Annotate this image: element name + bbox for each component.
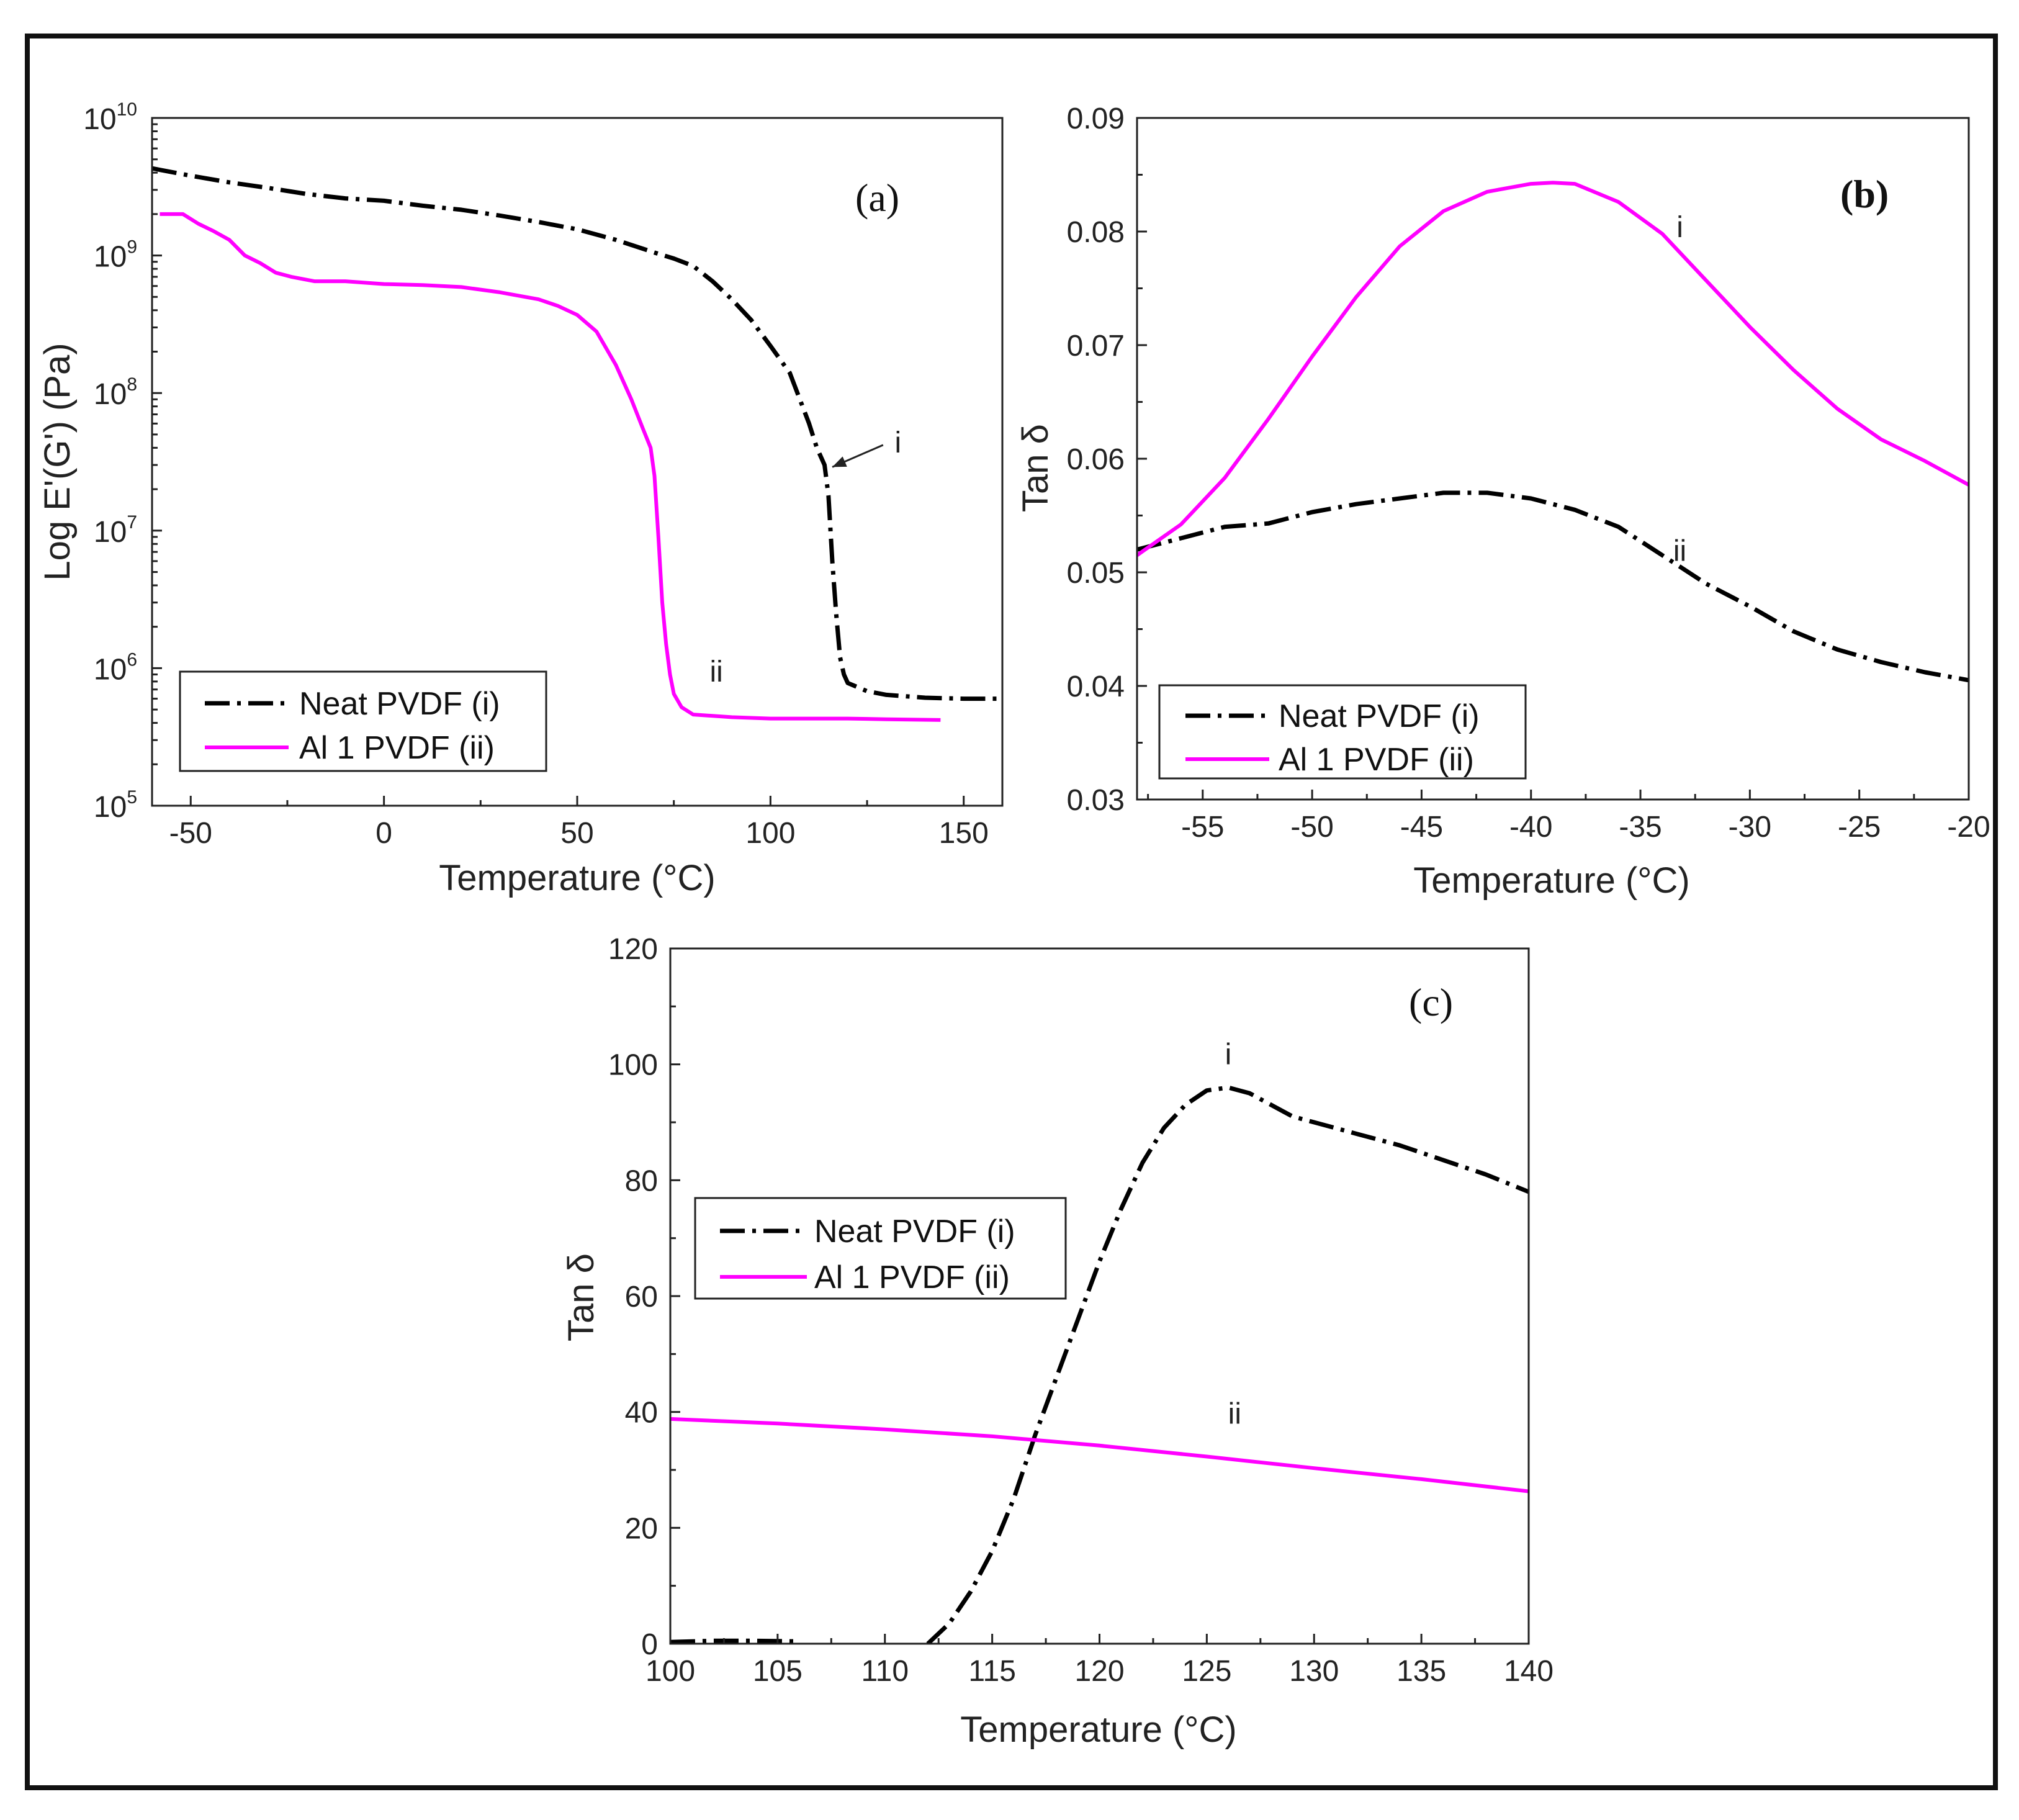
- panel-a-ytick-label: 1010: [83, 99, 137, 136]
- panel-b-legend-label-neat: Neat PVDF (i): [1279, 698, 1480, 734]
- panel-b-xtick-label: -20: [1947, 811, 1990, 844]
- panel-c-xtick-label: 120: [1074, 1655, 1124, 1688]
- panel-c-xtick-label: 100: [645, 1655, 695, 1688]
- panel-c-annotation-ii: ii: [1228, 1397, 1241, 1430]
- panel-b-ytick-label: 0.06: [1067, 443, 1125, 476]
- panel-b-xtick-label: -35: [1619, 811, 1662, 844]
- panel-b-legend-box: [1158, 684, 1527, 780]
- panel-c-annotations: iii: [1225, 1038, 1241, 1431]
- panel-b-ytick-label: 0.08: [1067, 216, 1125, 249]
- panel-a-ytick-label: 108: [94, 374, 137, 411]
- panel-c-ytick-label: 100: [608, 1049, 658, 1082]
- panel-b-xtick-label: -45: [1400, 811, 1443, 844]
- panel-c-label: (c): [1409, 980, 1453, 1024]
- panel-c-ytick-label: 20: [625, 1512, 658, 1545]
- panel-b-xtick-label: -55: [1181, 811, 1224, 844]
- panel-b-legend-label-al: Al 1 PVDF (ii): [1279, 742, 1474, 778]
- panel-c-xtick-label: 130: [1289, 1655, 1339, 1688]
- panel-a-annotation-ii: ii: [710, 655, 723, 688]
- panel-c-series-neat-segment-0: [670, 1638, 799, 1644]
- panel-a-ylabel: Log E'(G') (Pa): [37, 343, 78, 580]
- panel-c: 100 105 110 115 120 125 130 135 140 0 20 40 60 80 100 1…: [561, 933, 1554, 1750]
- panel-a-ytick-label: 105: [94, 787, 137, 824]
- panel-c-legend-label-neat: Neat PVDF (i): [814, 1214, 1015, 1250]
- panel-a-series: [152, 166, 1002, 722]
- panel-b-ytick-label: 0.07: [1067, 330, 1125, 363]
- panel-b-ylabel: Tan δ: [1015, 424, 1056, 512]
- panel-b-xtick-label: -25: [1838, 811, 1881, 844]
- panel-b: -55 -50 -45 -40 -35 -30 -25 -20 0.03 0.04 0.05 0.06…: [1015, 102, 1990, 901]
- panel-b-xtick-label: -40: [1509, 811, 1552, 844]
- panel-b-xtick-label: -50: [1290, 811, 1333, 844]
- panel-a-legend: Neat PVDF (i) Al 1 PVDF (ii): [179, 670, 547, 772]
- panel-a-legend-label-al: Al 1 PVDF (ii): [299, 730, 495, 766]
- panel-a: -50 0 50 100 150 105 106 107 108 109 1010 (a) Temp…: [37, 99, 1004, 898]
- panel-c-xlabel: Temperature (°C): [960, 1710, 1236, 1750]
- panel-a-ytick-label: 109: [94, 237, 137, 274]
- panel-c-xtick-label: 125: [1182, 1655, 1231, 1688]
- panel-b-ytick-label: 0.03: [1067, 784, 1125, 817]
- panel-a-annotation-i: i: [895, 426, 902, 459]
- panel-b-ticks: -55 -50 -45 -40 -35 -30 -25 -20 0.03 0.04 0.05 0.06…: [1067, 102, 1990, 844]
- panel-b-annotation-i: i: [1676, 211, 1683, 244]
- panel-a-legend-box: [179, 670, 547, 772]
- panel-b-annotations: iii: [1673, 211, 1686, 568]
- panel-a-xtick-label: 100: [745, 817, 795, 850]
- panel-a-ytick-label: 107: [94, 512, 137, 549]
- panel-c-xtick-label: 105: [753, 1655, 803, 1688]
- panel-b-xtick-label: -30: [1729, 811, 1771, 844]
- panel-a-xtick-label: 0: [375, 817, 392, 850]
- panel-c-ticks: 100 105 110 115 120 125 130 135 140 0 20 40 60 80 100 1…: [608, 933, 1554, 1688]
- panel-b-series-al: [1137, 181, 1969, 557]
- panel-b-xlabel: Temperature (°C): [1413, 860, 1689, 901]
- panel-c-xtick-label: 110: [861, 1655, 909, 1688]
- panel-a-annotations: iii: [710, 426, 902, 688]
- panel-b-legend: Neat PVDF (i) Al 1 PVDF (ii): [1158, 684, 1527, 780]
- panel-c-ytick-label: 60: [625, 1281, 658, 1313]
- panel-c-series-al: [670, 1417, 1529, 1493]
- panel-c-series-neat-segment-1: [926, 1085, 1529, 1644]
- panel-c-legend: Neat PVDF (i) Al 1 PVDF (ii): [694, 1197, 1067, 1300]
- panel-b-series-neat: [1137, 490, 1969, 683]
- panel-c-ytick-label: 80: [625, 1165, 658, 1197]
- panel-b-series: [1137, 181, 1969, 683]
- panel-c-annotation-i: i: [1225, 1038, 1232, 1071]
- panel-c-legend-label-al: Al 1 PVDF (ii): [814, 1259, 1010, 1295]
- panel-a-legend-label-neat: Neat PVDF (i): [299, 686, 500, 722]
- panel-b-ytick-label: 0.04: [1067, 670, 1125, 703]
- panel-a-series-neat: [152, 166, 1002, 701]
- panel-b-annotation-ii: ii: [1673, 535, 1686, 568]
- panel-a-annotation-arrowhead: [832, 456, 847, 467]
- panel-b-ytick-label: 0.09: [1067, 102, 1125, 135]
- panel-c-ytick-label: 40: [625, 1397, 658, 1430]
- panel-a-ytick-label: 106: [94, 649, 137, 686]
- panel-c-ytick-label: 120: [608, 933, 658, 966]
- panel-c-ytick-label: 0: [641, 1628, 658, 1661]
- panel-b-ytick-label: 0.05: [1067, 557, 1125, 590]
- panel-c-xtick-label: 140: [1504, 1655, 1554, 1688]
- panel-b-label: (b): [1840, 172, 1889, 216]
- panel-a-xtick-label: 50: [560, 817, 593, 850]
- panel-c-ylabel: Tan δ: [561, 1253, 601, 1341]
- panel-a-series-al: [160, 212, 941, 722]
- panel-a-xtick-label: -50: [169, 817, 212, 850]
- panel-c-legend-box: [694, 1197, 1067, 1300]
- panel-a-xtick-label: 150: [939, 817, 989, 850]
- panel-a-xlabel: Temperature (°C): [439, 858, 715, 898]
- figure-border: [25, 34, 1998, 1790]
- panel-a-ticks: -50 0 50 100 150 105 106 107 108 109 1010: [83, 99, 989, 850]
- panel-c-xtick-label: 115: [968, 1655, 1016, 1688]
- panel-a-label: (a): [855, 176, 899, 220]
- panel-c-xtick-label: 135: [1396, 1655, 1446, 1688]
